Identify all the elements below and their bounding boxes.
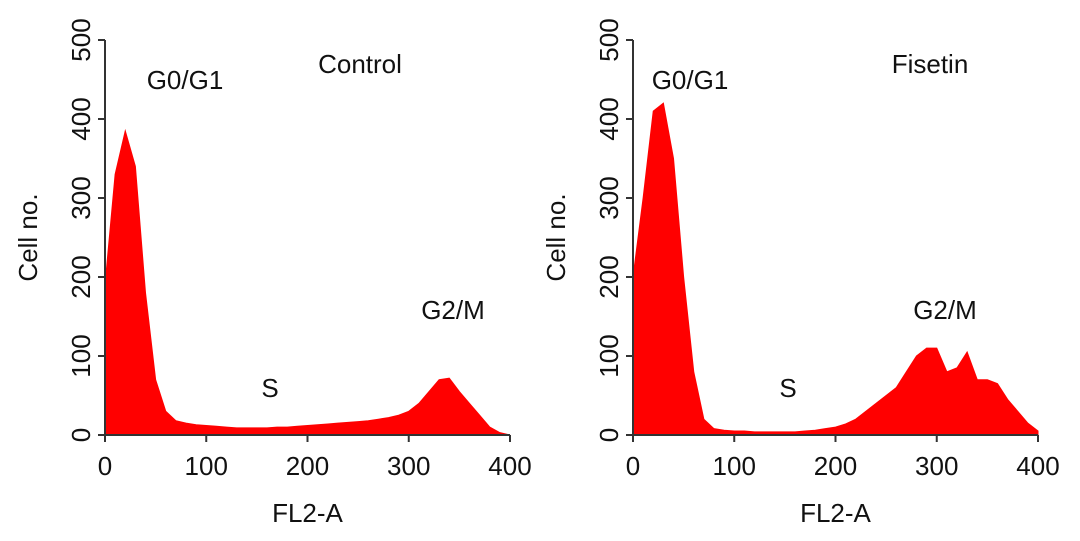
- x-tick-label: 200: [286, 451, 329, 481]
- phase-annotation: G2/M: [913, 295, 977, 325]
- phase-annotation: G0/G1: [147, 65, 224, 95]
- phase-annotation: G0/G1: [652, 65, 729, 95]
- y-axis-label: Cell no.: [13, 193, 43, 281]
- x-tick-label: 400: [488, 451, 531, 481]
- y-tick-label: 400: [594, 97, 624, 140]
- y-tick-label: 0: [66, 428, 96, 442]
- y-tick-label: 200: [594, 255, 624, 298]
- histogram-area: [104, 128, 511, 436]
- x-tick-label: 300: [915, 451, 958, 481]
- histogram-area: [632, 102, 1039, 436]
- x-axis-label: FL2-A: [272, 498, 343, 528]
- y-tick-label: 0: [594, 428, 624, 442]
- x-tick-label: 300: [387, 451, 430, 481]
- phase-annotation: G2/M: [421, 295, 485, 325]
- x-tick-label: 200: [814, 451, 857, 481]
- phase-annotation: S: [261, 373, 278, 403]
- x-tick-label: 100: [713, 451, 756, 481]
- y-tick-label: 400: [66, 97, 96, 140]
- x-tick-label: 400: [1016, 451, 1059, 481]
- y-tick-label: 500: [66, 18, 96, 61]
- y-tick-label: 300: [594, 176, 624, 219]
- y-tick-label: 200: [66, 255, 96, 298]
- panel-label: Control: [318, 49, 402, 79]
- x-axis-label: FL2-A: [800, 498, 871, 528]
- x-tick-label: 0: [626, 451, 640, 481]
- y-tick-label: 500: [594, 18, 624, 61]
- panel-label: Fisetin: [892, 49, 969, 79]
- x-tick-label: 100: [185, 451, 228, 481]
- y-tick-label: 100: [594, 334, 624, 377]
- y-tick-label: 300: [66, 176, 96, 219]
- y-tick-label: 100: [66, 334, 96, 377]
- x-tick-label: 0: [98, 451, 112, 481]
- y-axis-label: Cell no.: [541, 193, 571, 281]
- phase-annotation: S: [779, 373, 796, 403]
